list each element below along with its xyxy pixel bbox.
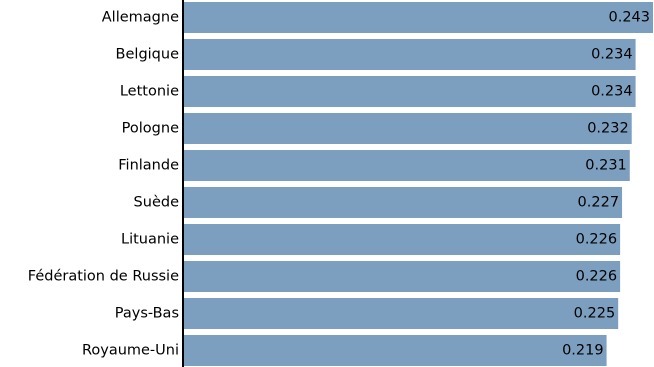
bar xyxy=(183,150,630,181)
bar xyxy=(183,113,632,144)
category-label: Belgique xyxy=(116,47,180,63)
value-label: 0.234 xyxy=(591,47,633,63)
bar xyxy=(183,76,636,107)
category-label: Suède xyxy=(134,195,180,211)
value-labels-group: 0.243 0.234 0.234 0.232 0.231 0.227 0.226 0.226… xyxy=(562,10,650,359)
category-label: Finlande xyxy=(118,158,179,174)
value-label: 0.232 xyxy=(587,121,629,137)
value-label: 0.219 xyxy=(562,343,604,359)
category-label: Lettonie xyxy=(120,84,179,100)
value-label: 0.227 xyxy=(578,195,620,211)
value-label: 0.226 xyxy=(576,232,618,248)
category-label: Allemagne xyxy=(102,10,179,26)
bar xyxy=(183,187,623,218)
bar xyxy=(183,2,653,33)
value-label: 0.234 xyxy=(591,84,633,100)
category-label: Lituanie xyxy=(121,232,179,248)
bar xyxy=(183,261,621,292)
value-label: 0.243 xyxy=(608,10,650,26)
value-label: 0.226 xyxy=(576,269,618,285)
category-labels-group: Allemagne Belgique Lettonie Pologne Finlande… xyxy=(28,10,179,359)
bar xyxy=(183,298,619,329)
bar xyxy=(183,39,636,70)
category-label: Pays-Bas xyxy=(115,306,179,322)
bars-group xyxy=(183,2,653,366)
bar xyxy=(183,335,607,366)
value-label: 0.225 xyxy=(574,306,616,322)
category-label: Royaume-Uni xyxy=(82,343,179,359)
value-label: 0.231 xyxy=(585,158,627,174)
bar xyxy=(183,224,621,255)
category-label: Pologne xyxy=(122,121,179,137)
category-label: Fédération de Russie xyxy=(28,269,179,285)
